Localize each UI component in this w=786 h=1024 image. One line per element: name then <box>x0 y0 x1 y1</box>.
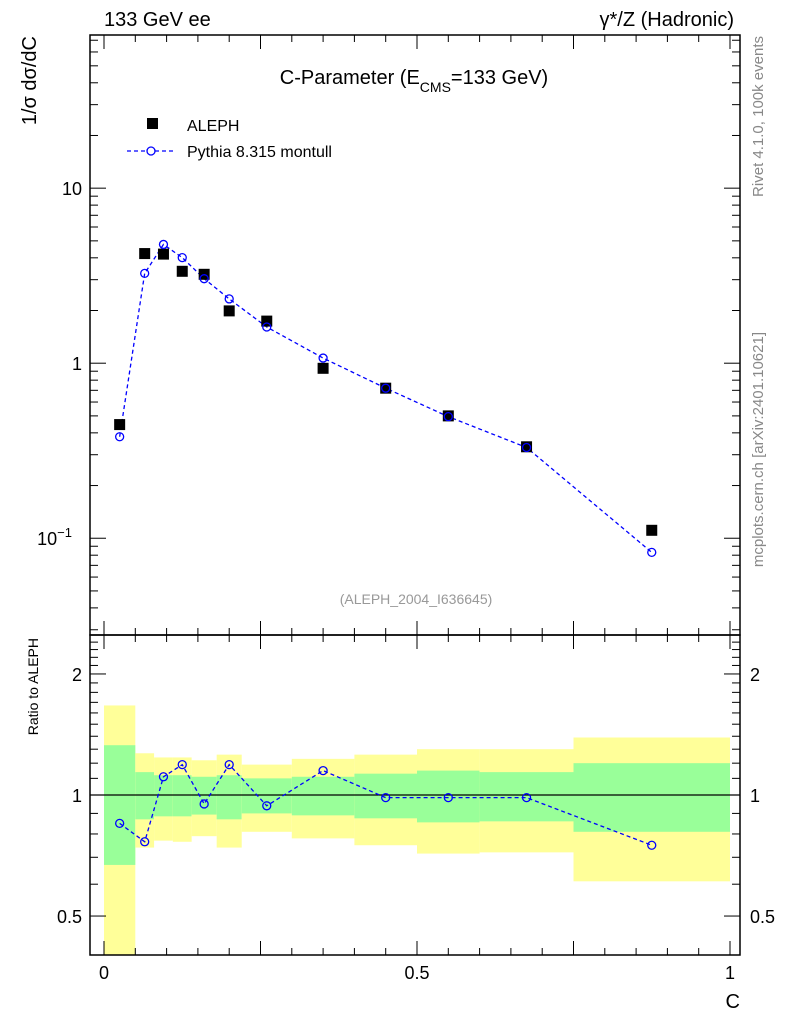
ratio-point <box>521 792 532 803</box>
pythia-point <box>521 442 532 453</box>
aleph-data-point <box>223 305 235 317</box>
legend-aleph-marker <box>147 118 158 129</box>
ratio-y-tick-label: 1 <box>72 786 82 806</box>
header-left: 133 GeV ee <box>104 9 211 31</box>
y-tick-exponent: −1 <box>57 525 72 540</box>
stat-uncertainty-band <box>291 776 355 816</box>
ratio-point <box>381 792 391 803</box>
aleph-data-point <box>317 362 329 374</box>
stat-uncertainty-band <box>172 775 192 817</box>
ratio-point <box>177 759 187 770</box>
aleph-data-point <box>646 524 658 536</box>
stat-uncertainty-band <box>191 776 217 815</box>
ratio-y-tick-label-right: 0.5 <box>750 907 775 927</box>
ratio-point <box>199 799 209 809</box>
ratio-y-tick-label-right: 2 <box>750 665 760 685</box>
ratio-point <box>115 818 125 829</box>
ratio-point <box>224 759 234 770</box>
title-main: C-Parameter (E <box>280 67 420 89</box>
aleph-data-point <box>176 265 188 277</box>
ratio-bands <box>90 705 740 955</box>
stat-uncertainty-band <box>354 773 417 819</box>
stat-uncertainty-band <box>479 772 574 822</box>
rivet-version: Rivet 4.1.0, 100k events <box>750 36 767 197</box>
aleph-data-point <box>157 248 169 260</box>
y-tick-label: 10 <box>62 179 82 199</box>
aleph-data-point <box>261 315 273 327</box>
ratio-point <box>140 837 150 847</box>
pythia-point <box>224 294 234 304</box>
title-sub: CMS <box>420 79 451 95</box>
mcplots-source: mcplots.cern.ch [arXiv:2401.10621] <box>750 332 767 567</box>
stat-uncertainty-band <box>135 772 155 820</box>
plot-title: C-Parameter (ECMS=133 GeV) <box>280 67 548 95</box>
ratio-point <box>262 801 272 811</box>
pythia-point <box>443 412 453 422</box>
stat-uncertainty-band <box>154 775 173 817</box>
y-tick-label: 10−1 <box>37 525 72 549</box>
legend-pythia-label: Pythia 8.315 montull <box>187 144 332 161</box>
y-tick-label: 1 <box>72 354 82 374</box>
pythia-point <box>262 322 272 332</box>
x-tick-label: 0.5 <box>404 963 429 983</box>
legend: ALEPH Pythia 8.315 montull <box>127 118 332 161</box>
ratio-y-tick-label: 2 <box>72 665 82 685</box>
pythia-point <box>115 432 125 442</box>
aleph-data-point <box>114 419 126 431</box>
watermark: (ALEPH_2004_I636645) <box>340 591 493 607</box>
aleph-data-point <box>380 382 392 394</box>
x-axis-label: C <box>726 991 740 1013</box>
pythia-point <box>199 274 209 284</box>
ratio-point <box>443 792 453 803</box>
stat-uncertainty-band <box>241 778 292 814</box>
pythia-point <box>381 383 391 393</box>
stat-uncertainty-band <box>417 770 480 823</box>
aleph-data-point <box>139 248 151 260</box>
stat-uncertainty-band <box>104 745 136 865</box>
pythia-point <box>318 353 328 363</box>
ratio-y-axis-label: Ratio to ALEPH <box>25 638 41 735</box>
legend-pythia-marker <box>146 146 156 156</box>
pythia-point <box>158 239 169 250</box>
ratio-line <box>119 763 652 846</box>
chart-marks <box>114 239 658 850</box>
aleph-data-point <box>521 441 533 453</box>
pythia-point <box>177 252 187 263</box>
stat-uncertainty-band <box>216 775 242 820</box>
x-tick-label: 1 <box>725 963 735 983</box>
header-right: γ*/Z (Hadronic) <box>600 9 734 31</box>
aleph-data-point <box>442 410 454 422</box>
ratio-point <box>647 840 657 850</box>
pythia-point <box>647 547 657 558</box>
ratio-y-tick-label-right: 1 <box>750 786 760 806</box>
ratio-point <box>158 772 169 782</box>
x-tick-label: 0 <box>99 963 109 983</box>
ratio-point <box>318 765 328 776</box>
ratio-y-tick-label: 0.5 <box>57 907 82 927</box>
title-end: =133 GeV) <box>451 67 548 89</box>
pythia-point <box>140 268 150 279</box>
pythia-line <box>119 243 653 553</box>
y-axis-label: 1/σ dσ/dC <box>19 36 41 125</box>
axes: 0 0.5 1 10 1 10−1 2 2 1 1 0.5 0.5 <box>37 34 775 983</box>
legend-aleph-label: ALEPH <box>187 118 239 135</box>
stat-uncertainty-band <box>573 763 730 832</box>
